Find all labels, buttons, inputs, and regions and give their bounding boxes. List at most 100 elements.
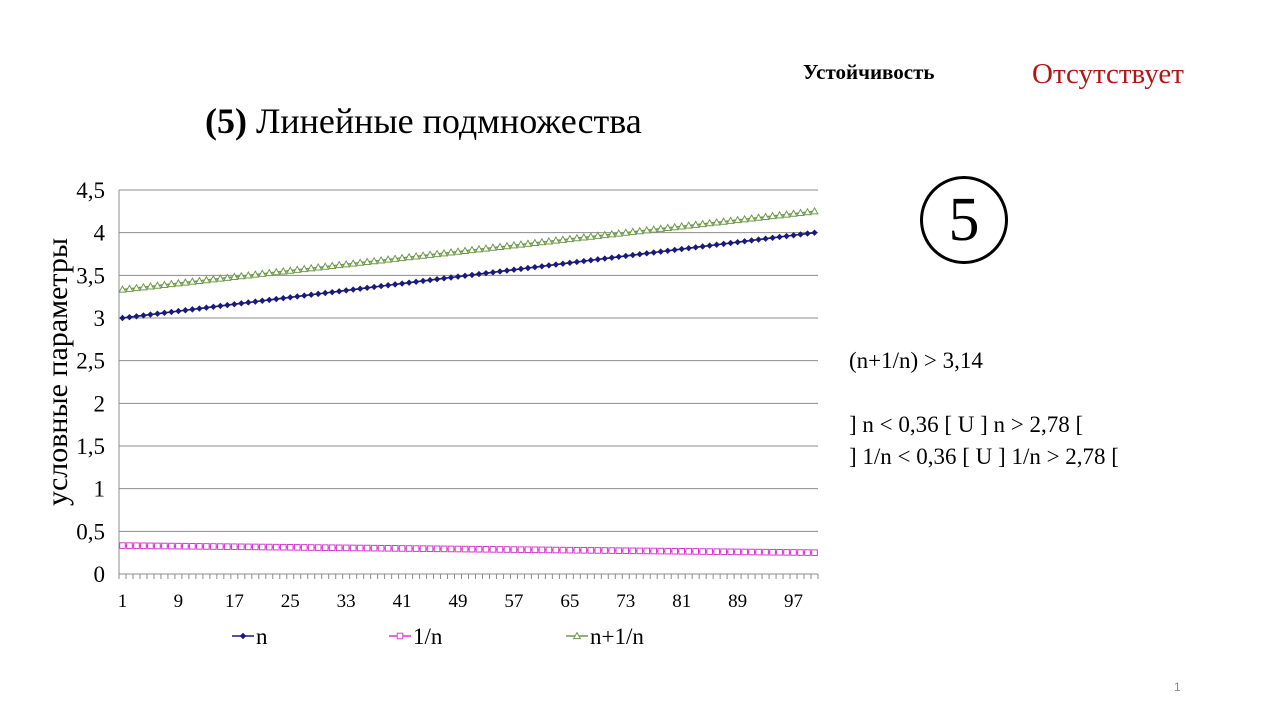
data-point (740, 214, 749, 223)
data-point (216, 274, 225, 282)
data-point (335, 544, 343, 552)
data-point (524, 264, 532, 272)
data-point (189, 306, 196, 313)
data-point (161, 542, 168, 550)
data-point (272, 267, 281, 276)
data-point (244, 270, 253, 279)
data-point (146, 282, 155, 290)
data-point (301, 292, 308, 299)
data-point (440, 545, 448, 553)
x-tick-label: 57 (504, 591, 523, 612)
data-point (769, 548, 776, 556)
data-point (803, 207, 812, 216)
data-point (306, 263, 316, 272)
data-point (558, 235, 568, 243)
data-point (342, 544, 350, 552)
data-point (790, 232, 797, 239)
data-point (175, 542, 182, 550)
data-point (223, 273, 232, 281)
data-point (712, 217, 721, 226)
data-point (118, 285, 127, 293)
data-point (321, 544, 329, 551)
data-point (678, 245, 685, 253)
data-point (328, 544, 336, 552)
data-point (468, 271, 476, 279)
data-point (196, 305, 203, 312)
data-point (699, 548, 706, 555)
data-point (608, 254, 615, 261)
data-point (650, 547, 658, 555)
data-point (418, 251, 428, 259)
data-point (189, 542, 196, 550)
data-point (195, 276, 204, 284)
data-point (398, 545, 406, 552)
data-point (622, 547, 630, 555)
data-point (670, 222, 679, 231)
data-point (266, 296, 273, 304)
data-point (615, 547, 623, 554)
data-point (217, 543, 224, 550)
data-point (265, 543, 273, 551)
data-point (503, 546, 511, 553)
data-point (447, 545, 455, 553)
data-point (383, 255, 393, 263)
data-point (327, 261, 337, 269)
data-point (132, 283, 141, 292)
data-point (425, 250, 435, 258)
data-point (587, 257, 595, 264)
stability-label: Устойчивость (803, 60, 935, 84)
data-point (769, 234, 776, 242)
circled-number: 5 (920, 176, 1008, 264)
data-point (636, 251, 643, 258)
data-point (300, 544, 308, 551)
data-point (622, 252, 629, 260)
data-point (168, 308, 175, 316)
data-point (384, 282, 392, 289)
x-tick-label: 73 (616, 591, 635, 612)
data-point (363, 544, 371, 552)
data-point (629, 547, 637, 555)
data-point (649, 225, 658, 233)
data-point (258, 543, 266, 551)
data-point (391, 545, 399, 552)
data-point (299, 264, 309, 273)
data-point (706, 242, 713, 249)
data-point (516, 240, 526, 248)
data-point (544, 236, 554, 245)
data-point (503, 267, 511, 274)
data-point (663, 223, 672, 232)
data-point (608, 547, 616, 554)
data-point (307, 544, 315, 551)
y-tick-label: 0 (94, 562, 106, 587)
data-point (453, 247, 463, 255)
data-point (245, 543, 252, 551)
data-point (237, 271, 246, 280)
data-point (279, 543, 287, 551)
data-point (762, 548, 769, 556)
data-point (489, 546, 497, 553)
data-point (496, 268, 504, 275)
data-point (475, 270, 483, 278)
data-point (147, 311, 154, 318)
interval-inverse-text: ] 1/n < 0,36 [ U ] 1/n > 2,78 [ (849, 444, 1119, 469)
stability-value: Отсутствует (1032, 58, 1184, 90)
data-point (432, 249, 442, 258)
data-point (482, 269, 490, 277)
data-point (566, 546, 574, 554)
data-point (294, 293, 301, 300)
data-point (552, 261, 560, 268)
data-point (224, 301, 231, 309)
x-tick-label: 17 (225, 591, 244, 612)
page-number: 1 (1174, 680, 1181, 694)
data-point (153, 281, 162, 289)
data-point (384, 545, 392, 552)
data-point (789, 209, 798, 217)
data-point (460, 246, 470, 254)
data-point (530, 238, 540, 247)
data-point (405, 279, 413, 286)
data-point (348, 259, 358, 267)
data-point (552, 546, 560, 554)
data-point (727, 548, 734, 556)
y-tick-label: 4,5 (76, 178, 105, 203)
